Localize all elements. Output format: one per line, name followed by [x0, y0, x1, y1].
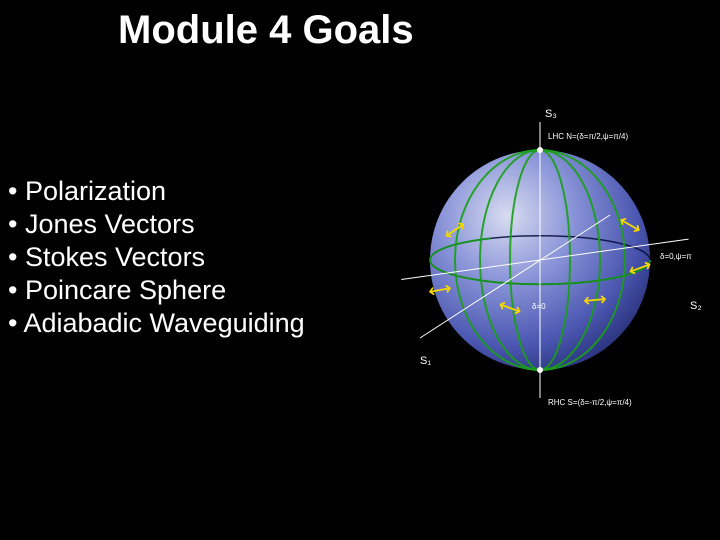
bullet-label: Polarization	[25, 176, 166, 206]
list-item: • Poincare Sphere	[8, 274, 305, 307]
poincare-sphere-figure: S₃ LHC N=(δ=π/2,ψ=π/4) S₂ S₁ δ=0 δ=0,ψ=π…	[370, 90, 710, 430]
bullet-text: •	[8, 275, 25, 305]
bullet-label: Poincare Sphere	[25, 275, 226, 305]
list-item: • Jones Vectors	[8, 208, 305, 241]
slide-title: Module 4 Goals	[118, 8, 414, 53]
bullet-text: •	[8, 176, 25, 206]
axis-label-s1: S₁	[420, 355, 431, 367]
bullet-text: •	[8, 242, 25, 272]
bullet-label: Adiabadic Waveguiding	[23, 308, 304, 338]
pole-label-lhc: LHC N=(δ=π/2,ψ=π/4)	[548, 132, 628, 141]
axis-label-s2: S₂	[690, 300, 702, 312]
sphere-svg	[370, 90, 710, 430]
bullet-label: Stokes Vectors	[25, 242, 205, 272]
pole-label-rhc: RHC S=(δ=-π/2,ψ=π/4)	[548, 398, 632, 407]
bullet-label: Jones Vectors	[25, 209, 195, 239]
bullet-text: •	[8, 308, 23, 338]
list-item: • Stokes Vectors	[8, 241, 305, 274]
equator-label-deltapi: δ=0,ψ=π	[660, 252, 692, 261]
equator-label-delta0: δ=0	[532, 302, 546, 311]
bullet-text: •	[8, 209, 25, 239]
list-item: • Polarization	[8, 175, 305, 208]
list-item: • Adiabadic Waveguiding	[8, 307, 305, 340]
goals-list: • Polarization • Jones Vectors • Stokes …	[8, 175, 305, 340]
axis-label-s3: S₃	[545, 108, 557, 120]
